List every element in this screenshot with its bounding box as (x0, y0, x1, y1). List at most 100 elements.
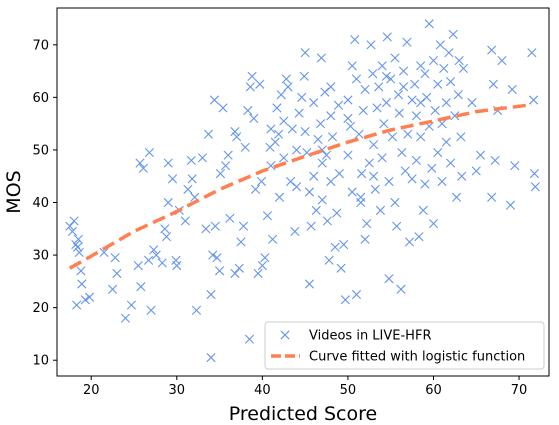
scatter-point (276, 90, 286, 100)
scatter-point (230, 126, 240, 137)
scatter-point (529, 95, 539, 105)
scatter-point (180, 216, 190, 226)
scatter-point (65, 221, 75, 231)
scatter-point (347, 187, 357, 197)
scatter-point (497, 55, 507, 66)
scatter-point (379, 119, 389, 129)
scatter-point (311, 205, 321, 215)
axis-ticks: 20 30 40 50 60 70 10 20 30 40 50 60 70 (32, 38, 527, 398)
scatter-point (453, 90, 463, 100)
scatter-point (370, 184, 380, 194)
scatter-point (291, 182, 302, 192)
scatter-point (350, 34, 360, 45)
scatter-point (444, 48, 454, 58)
scatter-point (452, 192, 462, 202)
scatter-point (77, 279, 87, 289)
scatter-point (377, 61, 387, 71)
scatter-point (183, 184, 193, 194)
scatter-point (428, 218, 439, 229)
scatter-point (260, 253, 270, 263)
scatter-point (382, 32, 392, 42)
scatter-point (146, 305, 156, 315)
scatter-point (475, 150, 486, 160)
scatter-point (411, 155, 421, 166)
scatter-point (384, 176, 394, 187)
scatter-point (247, 71, 257, 81)
scatter-point (450, 111, 460, 121)
scatter-point (163, 158, 173, 168)
scatter-point (343, 150, 353, 160)
scatter-point (297, 92, 307, 102)
y-tick-label: 30 (32, 249, 49, 264)
scatter-point (336, 263, 346, 273)
scatter-point (197, 153, 208, 163)
scatter-point (133, 261, 143, 271)
scatter-point (126, 300, 137, 310)
scatter-point (427, 163, 437, 173)
scatter-point (218, 103, 228, 113)
scatter-point (234, 263, 244, 273)
scatter-point (420, 69, 430, 79)
scatter-point (448, 29, 458, 39)
scatter-point (304, 187, 315, 197)
y-tick-label: 20 (32, 301, 49, 316)
scatter-point (435, 40, 445, 50)
scatter-point (332, 208, 342, 218)
scatter-point (456, 132, 466, 142)
scatter-point (324, 255, 334, 265)
scatter-point (99, 247, 109, 258)
scatter-point (345, 121, 356, 131)
scatter-point (208, 250, 218, 260)
scatter-point (287, 124, 297, 134)
x-tick-label: 30 (169, 383, 186, 398)
scatter-point (416, 98, 426, 108)
scatter-point (291, 145, 302, 155)
scatter-point (73, 234, 83, 244)
scatter-point (136, 282, 146, 292)
scatter-point (80, 295, 90, 305)
scatter-point (407, 95, 417, 105)
scatter-point (471, 166, 481, 176)
scatter-point (358, 105, 368, 116)
scatter-point (446, 158, 456, 168)
scatter-point (326, 82, 336, 92)
scatter-point (210, 221, 220, 231)
x-tick-label: 20 (83, 383, 100, 398)
scatter-point (203, 129, 214, 139)
scatter-point (375, 205, 386, 215)
scatter-point (215, 169, 226, 179)
scatter-point (390, 53, 400, 63)
scatter-point (402, 37, 412, 47)
scatter-point (302, 147, 312, 158)
scatter-point (487, 45, 497, 55)
scatter-point (343, 95, 353, 105)
scatter-point (274, 192, 285, 202)
y-tick-label: 70 (32, 38, 49, 53)
legend-marker-scatter (280, 330, 290, 340)
scatter-point (393, 90, 403, 100)
scatter-point (223, 150, 233, 160)
scatter-point (232, 132, 242, 142)
scatter-point (272, 103, 282, 113)
scatter-point (236, 237, 246, 247)
y-axis-label: MOS (3, 170, 25, 213)
scatter-point (214, 266, 225, 276)
scatter-point (381, 71, 392, 81)
scatter-point (369, 140, 379, 150)
scatter-point (343, 113, 353, 123)
scatter-point (300, 48, 310, 58)
scatter-point (279, 116, 289, 126)
scatter-point (362, 218, 372, 229)
scatter-point (354, 129, 364, 139)
scatter-point (392, 221, 402, 231)
scatter-point (67, 226, 77, 237)
scatter-point (366, 40, 376, 50)
scatter-point (71, 239, 81, 250)
scatter-point (360, 84, 370, 95)
scatter-point (84, 292, 95, 302)
scatter-point (368, 69, 378, 79)
scatter-point (396, 284, 406, 294)
scatter-point (266, 124, 276, 134)
scatter-point (507, 84, 517, 95)
